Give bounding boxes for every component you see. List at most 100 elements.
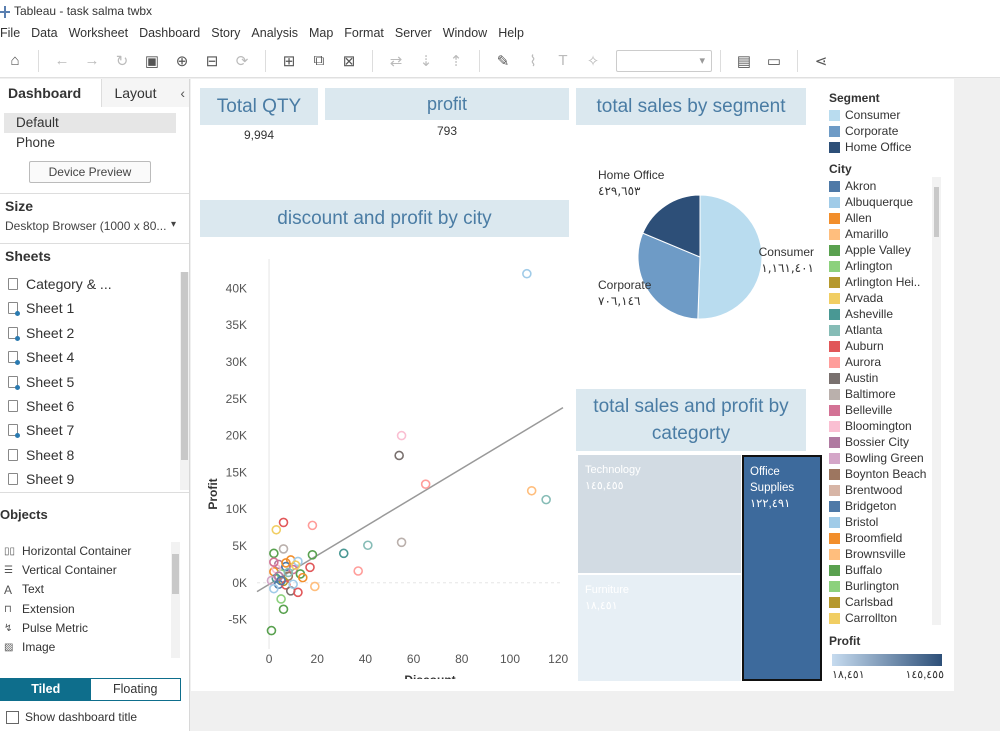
- scatter-point[interactable]: [281, 558, 291, 568]
- scatter-point[interactable]: [394, 450, 404, 461]
- redo-icon[interactable]: →: [84, 52, 100, 69]
- duplicate-sheet-icon[interactable]: ⧉: [313, 52, 325, 69]
- legend-item[interactable]: Belleville: [829, 402, 944, 418]
- legend-item[interactable]: Boynton Beach: [829, 466, 944, 482]
- show-dashboard-title[interactable]: Show dashboard title: [6, 710, 137, 724]
- scatter-point[interactable]: [363, 540, 373, 551]
- scrollbar-thumb[interactable]: [172, 554, 179, 594]
- legend-item[interactable]: Buffalo: [829, 562, 944, 578]
- sheet-item[interactable]: Sheet 8: [0, 443, 189, 467]
- legend-item[interactable]: Arvada: [829, 290, 944, 306]
- legend-item[interactable]: Aurora: [829, 354, 944, 370]
- treemap-cell-furniture[interactable]: Furniture ١٨,٤٥١: [578, 575, 741, 681]
- tab-dashboard[interactable]: Dashboard: [0, 79, 103, 107]
- tiled-button[interactable]: Tiled: [1, 679, 91, 700]
- scatter-point[interactable]: [290, 560, 301, 570]
- menu-format[interactable]: Format: [344, 26, 384, 40]
- sheet-item[interactable]: Category & ...: [0, 272, 189, 296]
- legend-item[interactable]: Home Office: [829, 139, 944, 155]
- sheet-item[interactable]: Sheet 9: [0, 467, 189, 491]
- object-item[interactable]: ⊓ Extension: [0, 600, 189, 619]
- scatter-point[interactable]: [297, 572, 308, 583]
- object-item[interactable]: ▨ Image: [0, 638, 189, 657]
- tab-layout[interactable]: Layout: [102, 79, 189, 107]
- scatter-point[interactable]: [278, 604, 289, 615]
- city-legend-scrollbar[interactable]: [932, 177, 941, 625]
- pie-slice-consumer[interactable]: [697, 194, 763, 320]
- legend-item[interactable]: Consumer: [829, 107, 944, 123]
- presentation-icon[interactable]: ▭: [766, 52, 782, 70]
- menu-worksheet[interactable]: Worksheet: [68, 26, 129, 40]
- size-dropdown[interactable]: Desktop Browser (1000 x 80...: [0, 219, 180, 233]
- scatter-point[interactable]: [269, 557, 279, 567]
- legend-item[interactable]: Broomfield: [829, 530, 944, 546]
- legend-item[interactable]: Asheville: [829, 306, 944, 322]
- scrollbar-thumb[interactable]: [181, 272, 188, 460]
- scatter-point[interactable]: [526, 485, 537, 496]
- scatter-point[interactable]: [283, 567, 294, 578]
- new-sheet-icon[interactable]: ⊞: [282, 52, 296, 70]
- object-item[interactable]: ↯ Pulse Metric: [0, 619, 189, 638]
- legend-item[interactable]: Albuquerque: [829, 194, 944, 210]
- scatter-point[interactable]: [307, 520, 318, 531]
- sheet-item[interactable]: Sheet 2: [0, 321, 189, 345]
- pie-slice-home-office[interactable]: [642, 194, 701, 258]
- sheet-item[interactable]: Sheet 6: [0, 394, 189, 418]
- trend-line[interactable]: [256, 406, 564, 593]
- treemap-cell-technology[interactable]: Technology ١٤٥,٤٥٥: [578, 455, 741, 573]
- home-icon[interactable]: ⌂: [10, 52, 20, 69]
- menu-file[interactable]: File: [0, 26, 21, 40]
- legend-item[interactable]: Bristol: [829, 514, 944, 530]
- scatter-point[interactable]: [293, 587, 303, 598]
- legend-item[interactable]: Bossier City: [829, 434, 944, 450]
- legend-item[interactable]: Bowling Green: [829, 450, 944, 466]
- legend-item[interactable]: Carrollton: [829, 610, 944, 626]
- legend-item[interactable]: Atlanta: [829, 322, 944, 338]
- legend-item[interactable]: Brownsville: [829, 546, 944, 562]
- device-default[interactable]: Default: [4, 113, 176, 133]
- menu-window[interactable]: Window: [442, 26, 488, 40]
- group-icon[interactable]: ⌇: [529, 52, 537, 70]
- treemap-cell-office-supplies[interactable]: Office Supplies ١٢٢,٤٩١: [742, 455, 822, 681]
- scatter-point[interactable]: [396, 537, 407, 548]
- pause-updates-icon[interactable]: ⊟: [205, 52, 219, 70]
- legend-item[interactable]: Corporate: [829, 123, 944, 139]
- scatter-point[interactable]: [271, 524, 282, 535]
- scatter-point[interactable]: [522, 268, 532, 279]
- fit-dropdown[interactable]: [616, 49, 712, 72]
- pin-icon[interactable]: ✧: [586, 52, 600, 70]
- scatter-point[interactable]: [278, 544, 289, 554]
- scatter-point[interactable]: [276, 594, 286, 604]
- refresh-icon[interactable]: ⟳: [235, 52, 249, 70]
- scatter-point[interactable]: [278, 517, 289, 528]
- objects-scrollbar[interactable]: [171, 542, 180, 658]
- sort-ascending-icon[interactable]: ⇣: [419, 52, 433, 70]
- scatter-point[interactable]: [353, 566, 363, 576]
- legend-item[interactable]: Austin: [829, 370, 944, 386]
- highlight-icon[interactable]: ✎: [496, 52, 510, 70]
- legend-item[interactable]: Carlsbad: [829, 594, 944, 610]
- object-item[interactable]: A Text: [0, 580, 189, 599]
- legend-item[interactable]: Allen: [829, 210, 944, 226]
- sheet-item[interactable]: Sheet 1: [0, 296, 189, 320]
- scatter-point[interactable]: [266, 625, 277, 636]
- legend-item[interactable]: Bridgeton: [829, 498, 944, 514]
- sheet-item[interactable]: Sheet 4: [0, 345, 189, 369]
- replay-icon[interactable]: ↻: [115, 52, 129, 70]
- show-cards-icon[interactable]: ▤: [736, 52, 752, 70]
- sort-descending-icon[interactable]: ⇡: [449, 52, 463, 70]
- scatter-point[interactable]: [269, 548, 279, 559]
- scatter-point[interactable]: [310, 581, 320, 592]
- object-item[interactable]: ☰ Vertical Container: [0, 561, 189, 580]
- legend-item[interactable]: Arlington Hei..: [829, 274, 944, 290]
- scatter-point[interactable]: [541, 494, 551, 505]
- show-title-checkbox[interactable]: [6, 710, 19, 724]
- legend-item[interactable]: Auburn: [829, 338, 944, 354]
- scatter-point[interactable]: [307, 550, 318, 560]
- swap-icon[interactable]: ⇄: [389, 52, 403, 70]
- device-preview-button[interactable]: Device Preview: [29, 161, 151, 183]
- legend-item[interactable]: Baltimore: [829, 386, 944, 402]
- legend-item[interactable]: Burlington: [829, 578, 944, 594]
- scatter-point[interactable]: [420, 479, 431, 489]
- clear-sheet-icon[interactable]: ⊠: [342, 52, 356, 70]
